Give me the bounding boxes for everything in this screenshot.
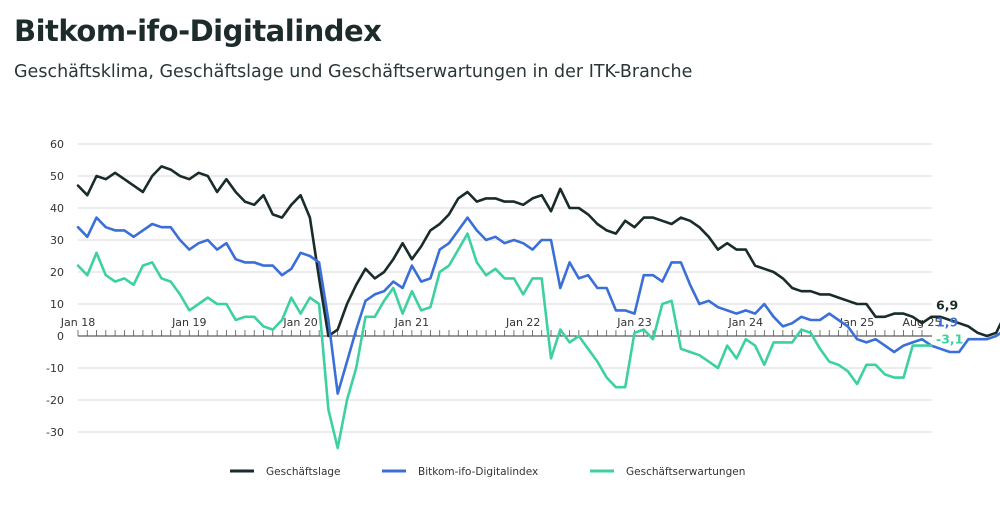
y-tick-label: 40	[50, 202, 64, 215]
x-tick-label: Jan 18	[60, 316, 95, 329]
x-tick-label: Jan 24	[728, 316, 763, 329]
y-tick-label: 30	[50, 234, 64, 247]
series-line-1	[76, 165, 1000, 338]
end-labels: 6,9 1,9 -3,1	[936, 298, 963, 347]
x-tick-label: Jan 21	[394, 316, 429, 329]
end-label-1: 6,9	[936, 298, 958, 313]
y-axis-ticks: -30 -20 -10 0 10 20 30 40 50 60	[46, 138, 64, 439]
y-tick-label: 20	[50, 266, 64, 279]
series-line-2	[76, 216, 1000, 395]
grid-lines	[78, 143, 932, 433]
y-tick-label: -10	[46, 362, 64, 375]
chart-title: Bitkom-ifo-Digitalindex	[14, 14, 382, 48]
y-tick-label: 60	[50, 138, 64, 151]
x-tick-label: Jan 20	[282, 316, 317, 329]
legend: Geschäftslage Bitkom-ifo-Digitalindex Gesc…	[230, 466, 745, 478]
x-tick-label: Jan 22	[505, 316, 540, 329]
y-tick-label: 10	[50, 298, 64, 311]
x-tick-label: Jan 23	[616, 316, 651, 329]
y-tick-label: 50	[50, 170, 64, 183]
legend-label-1: Geschäftslage	[266, 466, 341, 478]
series-lines	[76, 165, 1000, 450]
series-line-3	[76, 232, 933, 450]
y-tick-label: -30	[46, 426, 64, 439]
y-tick-label: 0	[57, 330, 64, 343]
end-label-3: -3,1	[936, 332, 963, 347]
chart-subtitle: Geschäftsklima, Geschäftslage und Geschä…	[14, 62, 693, 82]
end-label-2: 1,9	[936, 315, 958, 330]
legend-label-3: Geschäftserwartungen	[626, 466, 745, 478]
legend-label-2: Bitkom-ifo-Digitalindex	[418, 466, 538, 478]
x-tick-label: Jan 19	[171, 316, 206, 329]
y-tick-label: -20	[46, 394, 64, 407]
